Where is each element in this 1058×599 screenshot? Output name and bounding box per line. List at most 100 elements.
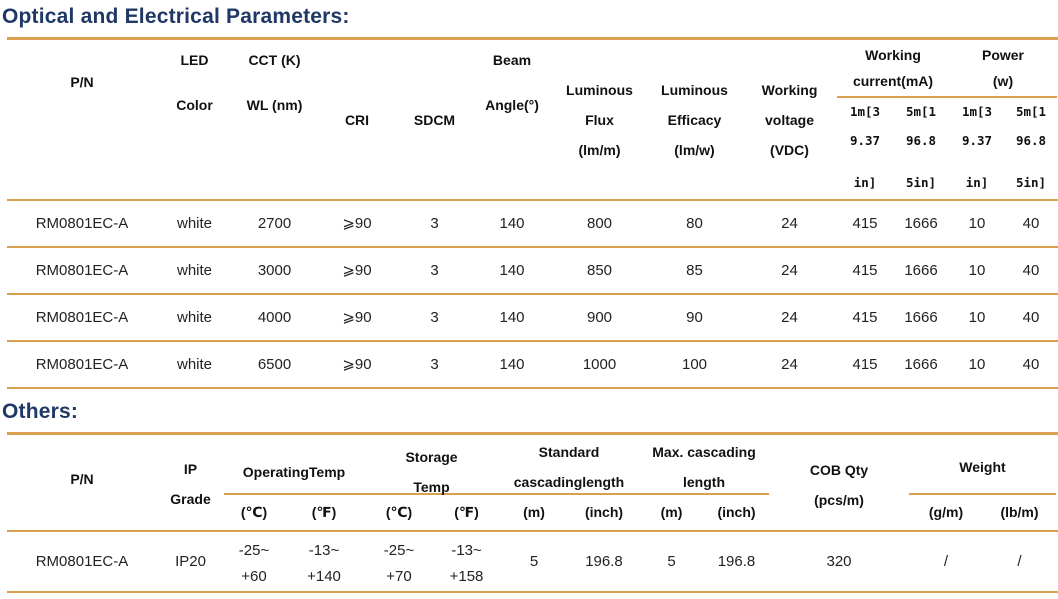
- cell: 10: [968, 215, 986, 232]
- col-header-weight-g: (g/m): [928, 504, 964, 520]
- col-header-cri: CRI: [344, 112, 370, 128]
- cell: 140: [499, 309, 525, 326]
- col-group-working-current: Working current(mA): [852, 47, 934, 89]
- cell-pn: RM0801EC-A: [35, 262, 129, 279]
- col-header-cob-qty: COB Qty (pcs/m): [809, 462, 869, 508]
- cell: 10: [968, 309, 986, 326]
- cell: 90: [686, 309, 703, 326]
- cell: 40: [1022, 309, 1040, 326]
- col-header-beam-angle: Beam Angle(°): [485, 52, 539, 113]
- cell: 140: [499, 262, 525, 279]
- col-header-pn: P/N: [70, 74, 94, 90]
- table-row: RM0801EC-A white 2700 ⩾90 3 140 800 80 2…: [7, 201, 1058, 248]
- cell: 40: [1022, 215, 1040, 232]
- cell: ⩾90: [342, 262, 372, 279]
- cell: 24: [781, 356, 798, 373]
- cell: 1666: [904, 262, 938, 279]
- group-labels: Working current(mA) Power (w): [837, 40, 1057, 98]
- col-group-standard-cascading: Standard cascadinglength (m) (inch): [499, 435, 639, 530]
- table-row: RM0801EC-A white 3000 ⩾90 3 140 850 85 2…: [7, 248, 1058, 295]
- col-header-cct-wl: CCT (K) WL (nm): [246, 52, 303, 113]
- optical-section-title: Optical and Electrical Parameters:: [2, 5, 350, 28]
- cell-ip: IP20: [175, 553, 206, 570]
- cell: 1000: [582, 356, 617, 373]
- cell: 1666: [904, 356, 938, 373]
- optical-table-header: P/N LED Color CCT (K) WL (nm) CRI SDCM B…: [7, 37, 1058, 201]
- cell: 24: [781, 262, 798, 279]
- col-header-current-1m: 1m[3 9.37 in]: [849, 104, 881, 190]
- col-header-storage-celsius: (℃): [385, 504, 413, 520]
- cell-max-m: 5: [667, 553, 676, 570]
- col-group-power: Power (w): [981, 47, 1024, 89]
- cell: white: [176, 309, 213, 326]
- col-group-operating-temp: OperatingTemp (℃) (℉): [224, 435, 364, 530]
- col-header-current-5m: 5m[1 96.8 5in]: [905, 104, 937, 190]
- cell-cob-qty: 320: [826, 553, 852, 570]
- col-header-luminous-efficacy: Luminous Efficacy (lm/w): [661, 82, 728, 158]
- table-row: RM0801EC-A white 4000 ⩾90 3 140 900 90 2…: [7, 295, 1058, 342]
- col-header-led-color: LED Color: [176, 52, 213, 113]
- cell: 80: [686, 215, 703, 232]
- cell: 2700: [257, 215, 292, 232]
- cell: 24: [781, 309, 798, 326]
- cell: ⩾90: [342, 356, 372, 373]
- cell-pn: RM0801EC-A: [35, 215, 129, 232]
- col-header-luminous-flux: Luminous Flux (lm/m): [566, 82, 633, 158]
- col-group-storage-temp: Storage Temp (℃) (℉): [364, 435, 499, 530]
- optical-table: P/N LED Color CCT (K) WL (nm) CRI SDCM B…: [7, 37, 1058, 389]
- cell-pn: RM0801EC-A: [35, 553, 129, 570]
- table-row: RM0801EC-A IP20 -25~ +60 -13~ +140 -25~ …: [7, 532, 1058, 593]
- cell-max-inch: 196.8: [717, 553, 756, 570]
- cell: 6500: [257, 356, 292, 373]
- col-group-weight: Weight (g/m) (lb/m): [909, 435, 1056, 530]
- cell: white: [176, 215, 213, 232]
- cell: 415: [852, 262, 878, 279]
- col-header-max-inch: (inch): [717, 504, 756, 520]
- cell: white: [176, 356, 213, 373]
- col-header-standard-m: (m): [523, 504, 545, 520]
- group-subheaders: 1m[3 9.37 in] 5m[1 96.8 5in] 1m[3 9.37 i…: [837, 98, 1057, 198]
- cell-storage-celsius: -25~ +70: [383, 542, 415, 585]
- cell: 415: [852, 356, 878, 373]
- cell-operating-celsius: -25~ +60: [238, 542, 270, 585]
- col-header-power-1m: 1m[3 9.37 in]: [961, 104, 993, 190]
- cell: ⩾90: [342, 215, 372, 232]
- col-header-operating-celsius: (℃): [240, 504, 268, 520]
- cell: 85: [686, 262, 703, 279]
- cell: 10: [968, 262, 986, 279]
- cell: white: [176, 262, 213, 279]
- col-header-pn: P/N: [70, 471, 94, 487]
- col-header-ip-grade: IP Grade: [170, 461, 211, 507]
- cell: 3: [430, 309, 439, 326]
- cell: 3: [430, 215, 439, 232]
- cell: 3: [430, 356, 439, 373]
- cell: 140: [499, 356, 525, 373]
- cell: ⩾90: [342, 309, 372, 326]
- cell-weight-g: /: [943, 553, 949, 570]
- cell: 415: [852, 215, 878, 232]
- cell: 4000: [257, 309, 292, 326]
- col-header-max-m: (m): [660, 504, 683, 520]
- others-table-header: P/N IP Grade OperatingTemp (℃) (℉) Stora…: [7, 432, 1058, 532]
- cell: 140: [499, 215, 525, 232]
- cell: 24: [781, 215, 798, 232]
- cell-weight-lb: /: [1017, 553, 1022, 570]
- cell-operating-fahrenheit: -13~ +140: [307, 542, 341, 585]
- cell: 1666: [904, 309, 938, 326]
- cell-standard-inch: 196.8: [585, 553, 623, 570]
- table-row: RM0801EC-A white 6500 ⩾90 3 140 1000 100…: [7, 342, 1058, 389]
- col-header-standard-inch: (inch): [584, 504, 624, 520]
- current-power-group-section: Working current(mA) Power (w) 1m[3 9.37 …: [837, 40, 1057, 199]
- col-header-weight-lb: (lb/m): [1000, 504, 1039, 520]
- cell: 3: [430, 262, 439, 279]
- others-table: P/N IP Grade OperatingTemp (℃) (℉) Stora…: [7, 432, 1058, 593]
- cell-storage-fahrenheit: -13~ +158: [449, 542, 484, 585]
- col-header-operating-fahrenheit: (℉): [311, 504, 337, 520]
- col-header-sdcm: SDCM: [413, 112, 456, 128]
- cell-pn: RM0801EC-A: [35, 309, 129, 326]
- col-header-power-5m: 5m[1 96.8 5in]: [1015, 104, 1047, 190]
- col-header-storage-fahrenheit: (℉): [454, 504, 479, 520]
- cell-pn: RM0801EC-A: [35, 356, 129, 373]
- cell: 3000: [257, 262, 292, 279]
